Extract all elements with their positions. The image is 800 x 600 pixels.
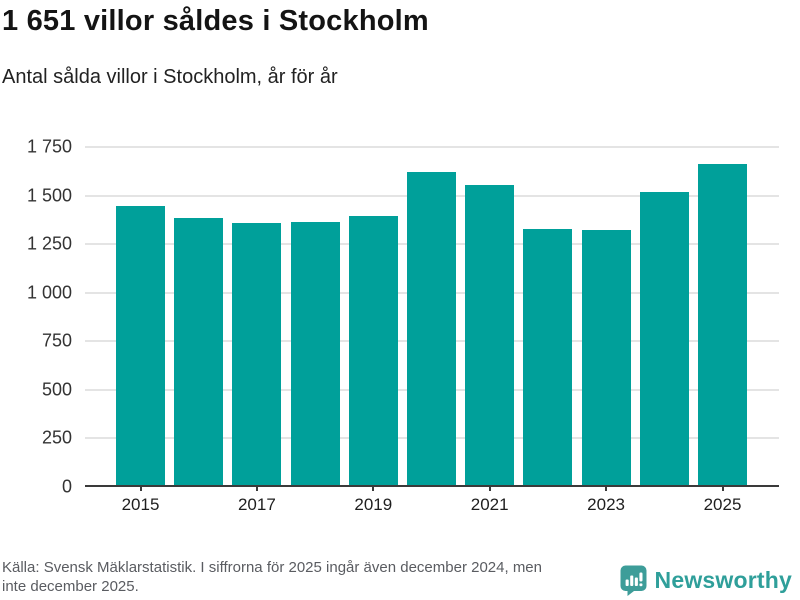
bar-2016 bbox=[174, 218, 224, 485]
bar-2019 bbox=[348, 216, 398, 485]
x-axis-label-2023: 2023 bbox=[587, 495, 626, 514]
bar-2024 bbox=[639, 192, 689, 485]
bar-2020 bbox=[407, 172, 456, 485]
y-axis-label-1500: 1 500 bbox=[26, 185, 72, 206]
x-axis-tick-2021 bbox=[488, 485, 491, 491]
x-axis-tick-2019 bbox=[372, 485, 375, 491]
newsworthy-wordmark: Newsworthy bbox=[654, 567, 792, 593]
y-axis-label-750: 750 bbox=[41, 330, 72, 351]
gridline-1750 bbox=[85, 146, 779, 148]
x-axis-tick-2025 bbox=[721, 485, 724, 491]
y-axis-label-250: 250 bbox=[41, 427, 72, 448]
source-note-line2: inte december 2025. bbox=[2, 578, 139, 595]
source-note-line1: Källa: Svensk Mäklarstatistik. I siffror… bbox=[2, 559, 542, 576]
x-axis-label-2025: 2025 bbox=[703, 495, 742, 514]
x-axis-label-2017: 2017 bbox=[237, 495, 276, 514]
x-axis-label-2019: 2019 bbox=[354, 495, 393, 514]
bar-2021 bbox=[465, 185, 515, 485]
bar-2015 bbox=[116, 206, 165, 485]
bar-2023 bbox=[581, 230, 631, 485]
source-note: Källa: Svensk Mäklarstatistik. I siffror… bbox=[2, 558, 542, 596]
bar-chart: 0 250 500 750 1 000 1 250 1 500 1 750 2015 2017 20… bbox=[27, 137, 779, 514]
y-axis-label-500: 500 bbox=[41, 379, 72, 400]
bar-2022 bbox=[523, 229, 573, 485]
page-title: 1 651 villor såldes i Stockholm bbox=[2, 5, 429, 37]
y-axis-label-1000: 1 000 bbox=[26, 282, 72, 303]
newsworthy-logo: Newsworthy bbox=[620, 565, 792, 596]
y-axis-label-0: 0 bbox=[61, 476, 72, 497]
x-axis-label-2021: 2021 bbox=[470, 495, 509, 514]
y-axis-label-1250: 1 250 bbox=[26, 233, 72, 254]
bar-2018 bbox=[290, 222, 340, 485]
y-axis-label-1750: 1 750 bbox=[26, 136, 72, 157]
bar-2017 bbox=[232, 223, 282, 485]
page-subtitle: Antal sålda villor i Stockholm, år för å… bbox=[2, 66, 338, 88]
x-axis-tick-2015 bbox=[139, 485, 142, 491]
x-axis-tick-2023 bbox=[605, 485, 608, 491]
x-axis-tick-2017 bbox=[255, 485, 258, 491]
bar-2025 bbox=[698, 164, 747, 485]
x-axis-label-2015: 2015 bbox=[121, 495, 160, 514]
bar-chart-speech-bubble-icon bbox=[620, 565, 647, 596]
